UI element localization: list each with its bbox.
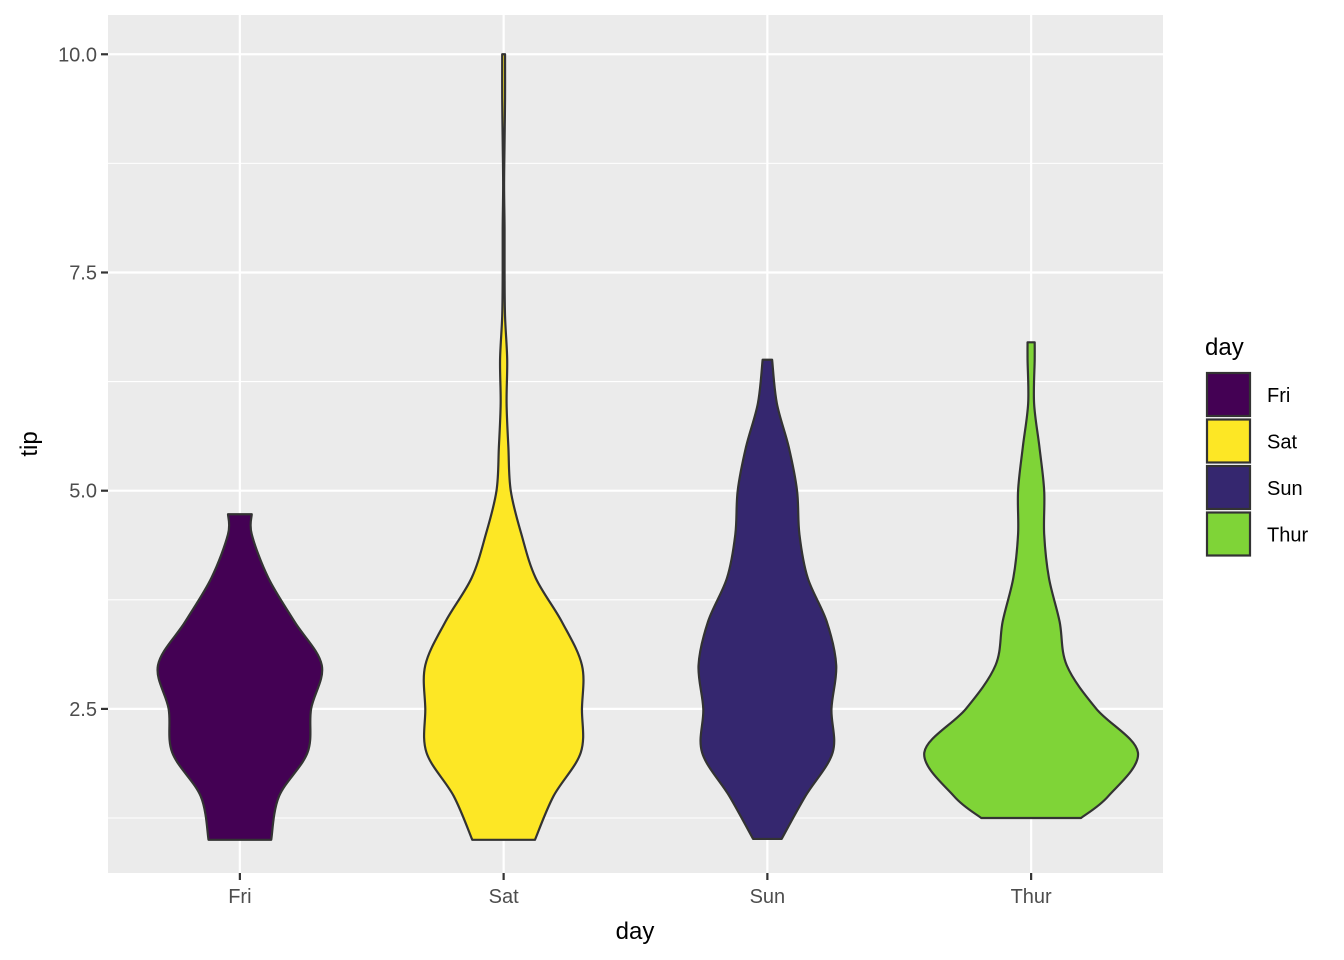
legend-key-thur — [1205, 511, 1252, 557]
legend-title: day — [1205, 334, 1244, 361]
legend-key-sun — [1205, 464, 1252, 511]
y-tick-label: 10.0 — [58, 44, 97, 66]
x-tick-label: Sun — [750, 886, 786, 908]
violins — [156, 53, 1140, 841]
legend-label-sat: Sat — [1267, 432, 1297, 454]
legend: day Fri Sat Sun Thur — [1205, 334, 1308, 557]
y-tick-label: 7.5 — [69, 262, 97, 284]
violin-thur — [923, 341, 1140, 820]
legend-key-sat — [1205, 418, 1252, 464]
y-tick-label: 2.5 — [69, 699, 97, 721]
x-tick-label: Fri — [228, 886, 251, 908]
x-axis: Fri Sat Sun Thur — [228, 873, 1052, 908]
y-tick-label: 5.0 — [69, 481, 97, 503]
legend-label-sun: Sun — [1267, 478, 1303, 500]
legend-label-thur: Thur — [1267, 525, 1308, 547]
x-tick-label: Sat — [489, 886, 519, 908]
x-tick-label: Thur — [1011, 886, 1052, 908]
y-axis: 2.5 5.0 7.5 10.0 — [58, 44, 108, 721]
y-axis-title: tip — [16, 431, 43, 456]
legend-key-fri — [1205, 371, 1252, 418]
legend-label-fri: Fri — [1267, 385, 1290, 407]
violin-fri — [156, 513, 324, 841]
violin-sun — [697, 358, 838, 841]
x-axis-title: day — [616, 918, 655, 945]
violin-sat — [422, 53, 585, 841]
